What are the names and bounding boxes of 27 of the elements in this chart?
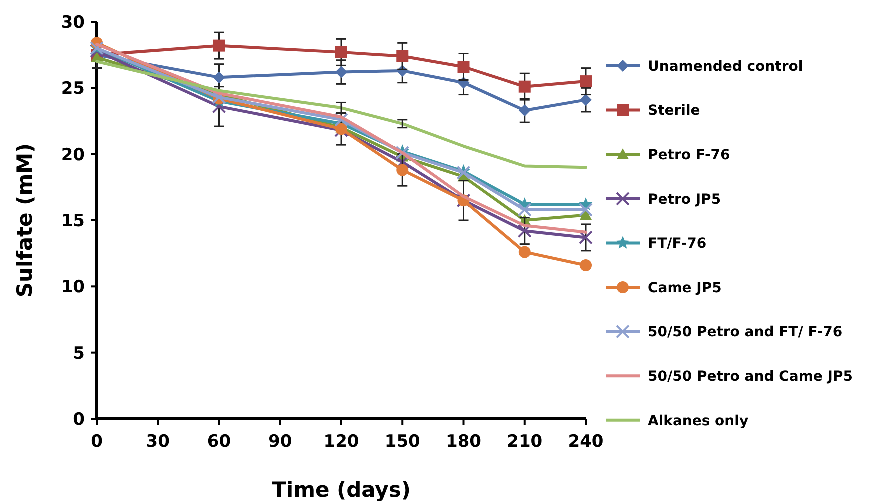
- y-tick-label: 5: [73, 344, 85, 364]
- x-tick-label: 240: [568, 432, 604, 452]
- legend-label: 50/50 Petro and Came JP5: [648, 369, 853, 385]
- x-tick-label: 60: [207, 432, 232, 452]
- x-tick-label: 210: [507, 432, 543, 452]
- legend-label: FT/F-76: [648, 236, 707, 252]
- y-axis-title: Sulfate (mM): [13, 143, 37, 298]
- legend-label: 50/50 Petro and FT/ F-76: [648, 324, 843, 341]
- legend-label: Unamended control: [648, 58, 804, 75]
- legend-label: Alkanes only: [648, 413, 749, 430]
- y-tick-label: 10: [61, 278, 86, 298]
- y-tick-label: 25: [61, 79, 85, 100]
- legend-label: Sterile: [648, 103, 700, 120]
- y-tick-label: 15: [61, 211, 85, 232]
- x-tick-label: 120: [324, 432, 360, 452]
- x-tick-label: 30: [146, 432, 170, 452]
- x-axis-title: Time (days): [272, 478, 411, 502]
- x-tick-label: 0: [91, 432, 104, 452]
- legend-label: Petro JP5: [648, 192, 722, 208]
- legend-label: Came JP5: [648, 280, 722, 296]
- x-tick-label: 150: [384, 432, 421, 452]
- x-tick-label: 90: [268, 432, 292, 452]
- y-tick-label: 20: [61, 145, 86, 166]
- legend-label: Petro F-76: [648, 148, 730, 164]
- y-tick-label: 0: [73, 410, 86, 430]
- y-tick-label: 30: [61, 12, 86, 33]
- x-tick-label: 180: [446, 432, 482, 452]
